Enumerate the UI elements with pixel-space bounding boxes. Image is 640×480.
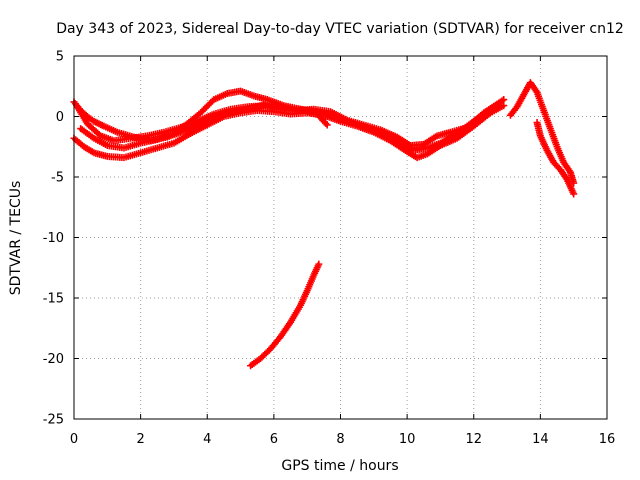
x-tick-label: 14 — [532, 432, 549, 447]
chart-title: Day 343 of 2023, Sidereal Day-to-day VTE… — [56, 21, 624, 37]
grid-lines — [74, 56, 607, 419]
data-point — [500, 102, 508, 110]
x-tick-label: 2 — [136, 432, 144, 447]
data-points — [70, 79, 578, 370]
x-axis-label: GPS time / hours — [281, 458, 398, 474]
x-tick-label: 4 — [203, 432, 211, 447]
data-point — [500, 96, 508, 104]
data-point — [323, 121, 331, 129]
y-tick-label: 0 — [56, 110, 64, 125]
y-tick-label: -25 — [43, 413, 64, 428]
y-tick-label: -15 — [43, 292, 64, 307]
x-tick-label: 6 — [270, 432, 278, 447]
data-point — [570, 190, 578, 198]
y-tick-label: -5 — [51, 171, 64, 186]
x-tick-label: 12 — [465, 432, 482, 447]
x-tick-label: 10 — [399, 432, 416, 447]
y-tick-label: -10 — [43, 231, 64, 246]
data-point — [315, 260, 323, 268]
y-axis-label: SDTVAR / TECUs — [8, 181, 24, 296]
x-tick-label: 0 — [70, 432, 78, 447]
y-tick-label: 5 — [56, 50, 64, 65]
axis-ticks: 0 2 4 6 8 10 12 14 16 5 0 -5 -10 -15 -20 -25 — [43, 50, 616, 448]
y-tick-label: -20 — [43, 352, 64, 367]
x-tick-label: 8 — [336, 432, 344, 447]
x-tick-label: 16 — [599, 432, 616, 447]
